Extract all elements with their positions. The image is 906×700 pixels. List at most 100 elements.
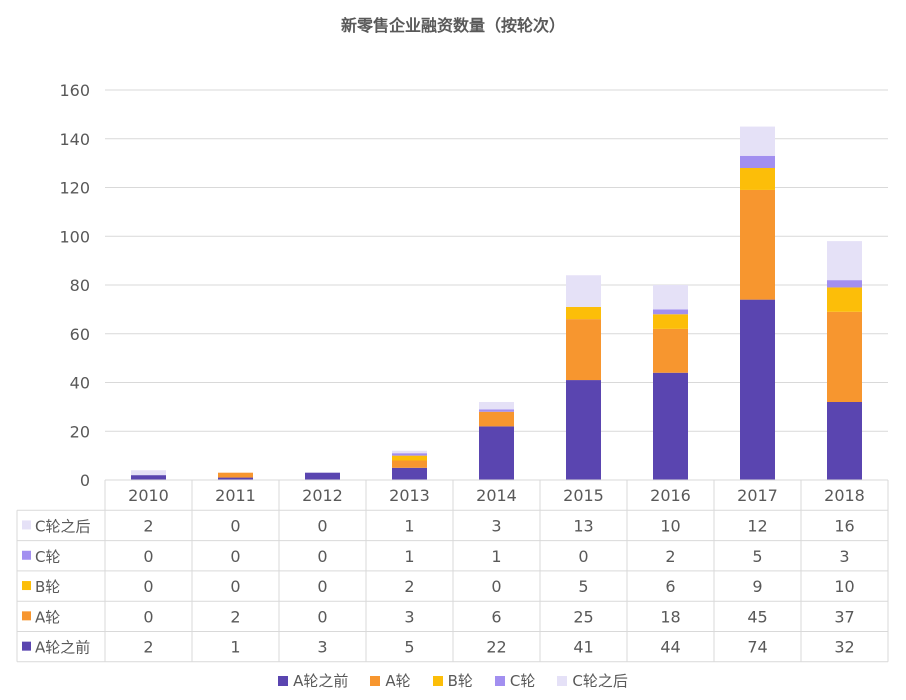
- table-cell-value: 32: [834, 638, 854, 657]
- bar-segment: [653, 372, 688, 480]
- bar-segment: [305, 472, 340, 480]
- x-tick-label: 2016: [650, 486, 691, 505]
- table-cell-value: 6: [665, 577, 675, 596]
- legend-item: C轮之后: [557, 670, 628, 691]
- table-cell-value: 3: [491, 516, 501, 535]
- table-series-label: A轮之前: [35, 639, 90, 657]
- table-cell-value: 2: [665, 547, 675, 566]
- table-cell-value: 25: [573, 607, 593, 626]
- legend-item: C轮: [494, 670, 536, 691]
- bar-segment: [653, 309, 688, 315]
- bar-segment: [392, 450, 427, 454]
- x-tick-label: 2018: [824, 486, 865, 505]
- table-cell-value: 1: [230, 638, 240, 657]
- table-legend-key: [22, 611, 31, 621]
- table-legend-key: [22, 581, 31, 591]
- table-cell-value: 0: [317, 547, 327, 566]
- y-tick-label: 160: [59, 81, 90, 100]
- table-cell-value: 3: [317, 638, 327, 657]
- bar-segment: [827, 402, 862, 480]
- table-cell-value: 41: [573, 638, 593, 657]
- table-cell-value: 0: [143, 607, 153, 626]
- bar-segment: [218, 472, 253, 478]
- table-legend-key: [22, 641, 31, 651]
- table-cell-value: 0: [491, 577, 501, 596]
- bar-segment: [653, 285, 688, 310]
- bar-segment: [740, 168, 775, 190]
- bar-segment: [827, 241, 862, 281]
- y-tick-label: 60: [70, 325, 90, 344]
- y-tick-label: 100: [59, 227, 90, 246]
- table-cell-value: 45: [747, 607, 767, 626]
- x-tick-label: 2014: [476, 486, 517, 505]
- bar-segment: [566, 380, 601, 480]
- bar-segment: [479, 409, 514, 412]
- y-tick-label: 20: [70, 422, 90, 441]
- legend-label: C轮: [509, 672, 536, 690]
- bar-segment: [827, 311, 862, 402]
- table-cell-value: 9: [752, 577, 762, 596]
- table-cell-value: 0: [230, 547, 240, 566]
- table-cell-value: 74: [747, 638, 767, 657]
- table-cell-value: 0: [143, 577, 153, 596]
- bar-segment: [740, 299, 775, 480]
- table-cell-value: 0: [230, 516, 240, 535]
- table-cell-value: 2: [143, 638, 153, 657]
- x-tick-label: 2011: [215, 486, 256, 505]
- table-cell-value: 10: [660, 516, 680, 535]
- bar-segment: [566, 319, 601, 381]
- table-cell-value: 3: [404, 607, 414, 626]
- table-cell-value: 37: [834, 607, 854, 626]
- bar-segment: [740, 126, 775, 156]
- table-cell-value: 22: [486, 638, 506, 657]
- table-series-label: C轮: [35, 548, 60, 566]
- bar-segment: [479, 411, 514, 427]
- legend-label: B轮: [447, 672, 473, 690]
- table-cell-value: 18: [660, 607, 680, 626]
- y-tick-label: 0: [80, 471, 90, 490]
- table-cell-value: 0: [317, 516, 327, 535]
- table-cell-value: 5: [752, 547, 762, 566]
- bar-segment: [653, 328, 688, 373]
- x-tick-label: 2017: [737, 486, 778, 505]
- table-legend-key: [22, 520, 31, 530]
- table-cell-value: 0: [230, 577, 240, 596]
- table-cell-value: 2: [143, 516, 153, 535]
- y-tick-label: 120: [59, 179, 90, 198]
- table-series-label: A轮: [35, 608, 60, 626]
- table-cell-value: 12: [747, 516, 767, 535]
- bar-segment: [131, 470, 166, 476]
- legend-swatch: [557, 675, 568, 686]
- chart-title: 新零售企业融资数量（按轮次）: [340, 16, 565, 35]
- table-cell-value: 1: [404, 547, 414, 566]
- table-series-label: C轮之后: [35, 517, 90, 535]
- bar-segment: [566, 306, 601, 320]
- bar-segment: [566, 275, 601, 307]
- table-cell-value: 2: [230, 607, 240, 626]
- table-cell-value: 2: [404, 577, 414, 596]
- table-cell-value: 0: [578, 547, 588, 566]
- table-cell-value: 3: [839, 547, 849, 566]
- bar-segment: [218, 477, 253, 480]
- table-legend-key: [22, 550, 31, 560]
- bar-segment: [479, 426, 514, 480]
- table-cell-value: 5: [578, 577, 588, 596]
- y-axis-ticks: 0 20 40 60 80 100 120 140 160: [59, 81, 90, 490]
- x-tick-label: 2015: [563, 486, 604, 505]
- legend-swatch: [494, 675, 505, 686]
- bar-segment: [479, 402, 514, 410]
- bar-segment: [392, 453, 427, 456]
- legend: A轮之前 A轮 B轮 C轮 C轮之后: [0, 670, 906, 691]
- table-cell-value: 6: [491, 607, 501, 626]
- x-tick-label: 2013: [389, 486, 430, 505]
- legend-label: C轮之后: [572, 672, 628, 690]
- table-cell-value: 1: [404, 516, 414, 535]
- bar-segment: [392, 467, 427, 480]
- bar-segment: [740, 189, 775, 300]
- table-cell-value: 5: [404, 638, 414, 657]
- bar-segment: [827, 280, 862, 288]
- bar-segment: [392, 460, 427, 468]
- y-tick-label: 140: [59, 130, 90, 149]
- bar-segment: [392, 455, 427, 461]
